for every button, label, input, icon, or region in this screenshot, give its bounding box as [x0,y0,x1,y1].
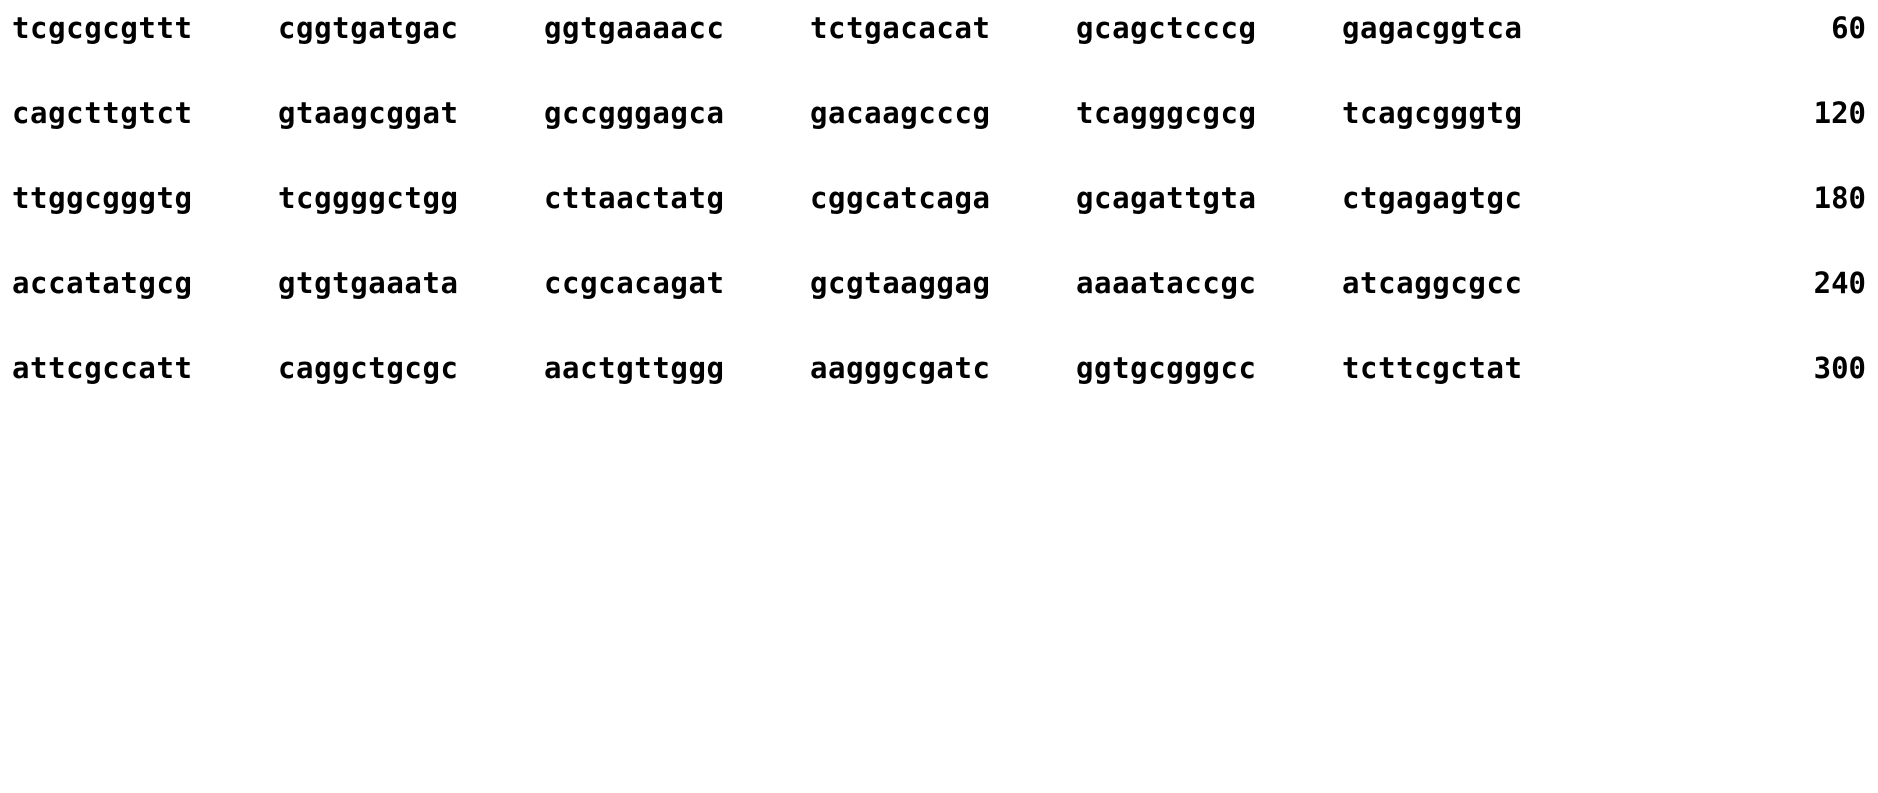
base-group: tcgcgcgttt [12,3,193,53]
sequence-listing: tcgcgcgttt cggtgatgac ggtgaaaacc tctgaca… [0,0,1878,413]
sequence-line: attcgccatt caggctgcgc aactgttggg aagggcg… [12,343,1866,393]
sequence-line: cagcttgtct gtaagcggat gccgggagca gacaagc… [12,88,1866,138]
base-group: tctgacacat [810,3,991,53]
base-group: aactgttggg [544,343,725,393]
base-group: attcgccatt [12,343,193,393]
base-group: accatatgcg [12,258,193,308]
position-number: 240 [1814,258,1866,308]
base-group: ttggcgggtg [12,173,193,223]
base-group: atcaggcgcc [1342,258,1523,308]
base-group: gtaagcggat [278,88,459,138]
base-group: gagacggtca [1342,3,1523,53]
position-number: 60 [1831,3,1866,53]
base-group: cagcttgtct [12,88,193,138]
base-group: ctgagagtgc [1342,173,1523,223]
position-number: 120 [1814,88,1866,138]
base-group: ccgcacagat [544,258,725,308]
position-number: 180 [1814,173,1866,223]
base-group: gcagctcccg [1076,3,1257,53]
sequence-line: accatatgcg gtgtgaaata ccgcacagat gcgtaag… [12,258,1866,308]
base-group: gccgggagca [544,88,725,138]
sequence-line: ttggcgggtg tcggggctgg cttaactatg cggcatc… [12,173,1866,223]
base-group: caggctgcgc [278,343,459,393]
sequence-line: tcgcgcgttt cggtgatgac ggtgaaaacc tctgaca… [12,3,1866,53]
base-group: cttaactatg [544,173,725,223]
base-group: aagggcgatc [810,343,991,393]
base-group: cggtgatgac [278,3,459,53]
base-group: cggcatcaga [810,173,991,223]
position-number: 300 [1814,343,1866,393]
base-group: ggtgaaaacc [544,3,725,53]
base-group: gacaagcccg [810,88,991,138]
base-group: gcgtaaggag [810,258,991,308]
base-group: gcagattgta [1076,173,1257,223]
base-group: aaaataccgc [1076,258,1257,308]
base-group: ggtgcgggcc [1076,343,1257,393]
base-group: tcagggcgcg [1076,88,1257,138]
base-group: tcagcgggtg [1342,88,1523,138]
base-group: gtgtgaaata [278,258,459,308]
base-group: tcggggctgg [278,173,459,223]
base-group: tcttcgctat [1342,343,1523,393]
